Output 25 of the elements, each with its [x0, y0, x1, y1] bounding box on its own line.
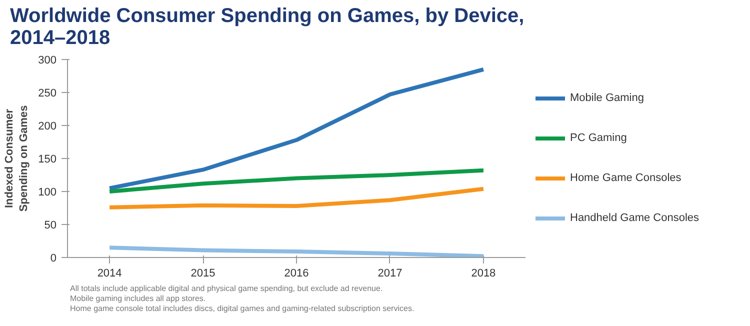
x-tick-label: 2014 [97, 268, 122, 280]
y-tick-label: 50 [44, 220, 57, 232]
y-tick-label: 100 [38, 186, 57, 198]
legend-label: Mobile Gaming [570, 92, 644, 104]
legend-label: Handheld Game Consoles [570, 212, 700, 224]
y-axis-title: Indexed Consumer Spending on Games [4, 105, 30, 212]
line-series [108, 186, 486, 210]
text: Mobile gaming includes all app stores. [70, 294, 206, 303]
y-tick-label: 0 [50, 252, 57, 264]
y-tick-label: 150 [38, 154, 57, 166]
text: Home game console total includes discs, digital games and gaming-related subscription services. [70, 304, 414, 313]
y-tick-label: 200 [38, 120, 57, 132]
chart-title: Worldwide Consumer Spending on Games, by Device, 2014–2018 [10, 5, 526, 49]
text: All totals include applicable digital and physical game spending, but exclude ad revenue. [70, 284, 383, 293]
line-series [108, 168, 486, 194]
y-tick-label: 250 [38, 88, 57, 100]
x-tick-label: 2018 [471, 268, 496, 280]
x-tick-label: 2015 [190, 268, 216, 280]
x-tick-label: 2017 [378, 268, 402, 280]
legend-label: PC Gaming [570, 132, 627, 144]
x-tick-label: 2016 [284, 268, 309, 280]
line-series [108, 246, 486, 258]
line-series [108, 67, 486, 190]
y-tick-label: 300 [38, 54, 57, 66]
legend-label: Home Game Consoles [570, 172, 682, 184]
